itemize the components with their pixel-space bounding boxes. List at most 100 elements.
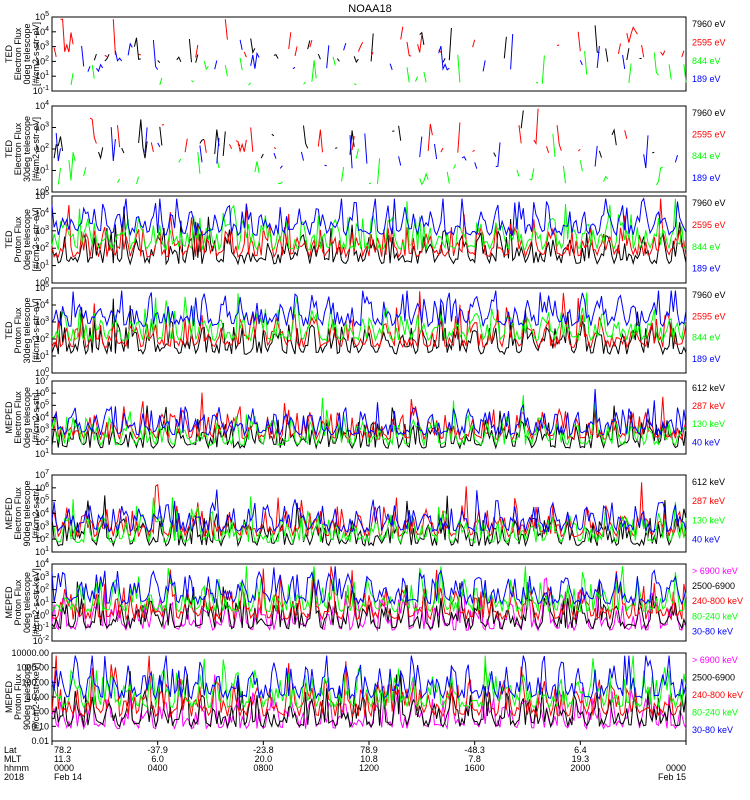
y-axis-label: MEPED <box>4 586 14 619</box>
y-tick-label: 102 <box>35 242 49 253</box>
y-tick-label: 105 <box>35 399 49 410</box>
y-axis-label: [#/cm2-s-str-keV] <box>31 663 41 732</box>
y-axis-label: 30deg telescope <box>22 116 32 182</box>
y-tick-label: 104 <box>35 26 49 37</box>
x-tick-label: 7.8 <box>468 754 481 764</box>
legend-entry: 130 keV <box>692 419 725 429</box>
x-tick-label: 1200 <box>359 763 379 773</box>
legend-entry: 844 eV <box>692 151 721 161</box>
y-axis-label: 0deg telescope <box>22 387 32 448</box>
y-tick-label: 102 <box>35 143 49 154</box>
legend-entry: 2500-6900 <box>692 672 735 682</box>
series-line <box>70 51 687 86</box>
series-line <box>51 198 687 252</box>
y-tick-label: 106 <box>35 387 49 398</box>
legend-entry: 240-800 keV <box>692 596 743 606</box>
y-tick-label: 107 <box>35 469 49 480</box>
x-row-label: Lat <box>4 745 17 755</box>
series-line <box>51 388 687 437</box>
y-axis-label: Proton Flux <box>13 579 23 626</box>
y-tick-label: 1.00 <box>31 707 49 717</box>
legend-entry: 844 eV <box>692 333 721 343</box>
y-axis-label: [#/cm2-s-str-eV] <box>31 117 41 181</box>
y-axis-label: MEPED <box>4 497 14 530</box>
x-tick-label: -37.9 <box>147 745 168 755</box>
y-tick-label: 101 <box>35 546 49 557</box>
y-axis-label: [#/cm2-s-str-keV] <box>31 568 41 637</box>
y-tick-label: 0.10 <box>31 721 49 731</box>
y-tick-label: 100 <box>35 367 49 378</box>
y-tick-label: 103 <box>35 316 49 327</box>
legend-entry: 130 keV <box>692 515 725 525</box>
y-axis-label: 0deg telescope <box>22 209 32 270</box>
y-tick-label: 103 <box>35 122 49 133</box>
series-line <box>51 291 687 350</box>
y-tick-label: 106 <box>35 482 49 493</box>
legend-entry: 80-240 keV <box>692 707 738 717</box>
legend-entry: 7960 eV <box>692 198 726 208</box>
plot-frame <box>51 105 687 193</box>
panel-8: 0.01 0.10 1.00 10.00 100.00 1000.00 10000.00 ME… <box>4 648 743 746</box>
y-tick-label: 1000.00 <box>16 663 49 673</box>
x-tick-label: 10.8 <box>360 754 378 764</box>
y-axis-label: MEPED <box>4 401 14 434</box>
legend-entry: 189 eV <box>692 173 721 183</box>
x-tick-label: 0800 <box>253 763 273 773</box>
legend-entry: 40 keV <box>692 535 720 545</box>
series-line <box>51 392 687 441</box>
x-row-label: 2018 <box>4 772 24 782</box>
y-axis-label: TED <box>4 321 14 340</box>
series-line <box>51 489 687 534</box>
legend-entry: 189 eV <box>692 264 721 274</box>
series-line <box>51 290 687 328</box>
y-tick-label: 105 <box>35 11 49 22</box>
legend-entry: 612 keV <box>692 477 725 487</box>
y-axis-label: [#/cm2-s-str] <box>31 392 41 442</box>
y-axis-label: [#/cm2-s-str-eV] <box>31 22 41 86</box>
x-tick-label: 6.0 <box>151 754 164 764</box>
legend-entry: 2500-6900 <box>692 581 735 591</box>
panel-2: 100 101 102 103 104 TED Electron Flux 30deg tel… <box>4 100 726 197</box>
x-tick-label: 20.0 <box>255 754 273 764</box>
y-axis-label: [#/cm2-s-str-eV] <box>31 298 41 362</box>
y-tick-label: 10.00 <box>26 692 49 702</box>
y-tick-label: 102 <box>35 333 49 344</box>
y-axis-label: 30deg telescope <box>22 297 32 363</box>
y-tick-label: 102 <box>35 55 49 66</box>
x-tick-label: 0400 <box>148 763 168 773</box>
y-axis-label: Electron Flux <box>13 487 23 540</box>
legend-entry: 612 keV <box>692 383 725 393</box>
y-axis-label: TED <box>4 230 14 249</box>
y-tick-label: 104 <box>35 412 49 423</box>
y-tick-label: 105 <box>35 190 49 201</box>
series-line <box>51 566 687 614</box>
y-axis-label: TED <box>4 44 14 63</box>
x-tick-label: 0000 <box>666 763 686 773</box>
x-tick-label: -23.8 <box>253 745 274 755</box>
y-axis-label: MEPED <box>4 681 14 714</box>
y-tick-label: 10-1 <box>33 85 49 96</box>
x-tick-label: Feb 14 <box>54 772 82 782</box>
series-line <box>51 655 687 710</box>
series-line <box>51 655 687 719</box>
legend-entry: 2595 eV <box>692 311 726 321</box>
y-tick-label: 101 <box>35 597 49 608</box>
x-tick-label: 1600 <box>465 763 485 773</box>
x-row-label: hhmm <box>4 763 29 773</box>
y-tick-label: 104 <box>35 508 49 519</box>
series-line <box>51 566 687 622</box>
series-line <box>55 127 678 169</box>
x-tick-label: 11.3 <box>54 754 71 764</box>
y-axis-label: 0deg telescope <box>22 23 32 84</box>
panel-1: 10-1 101 102 103 104 105 TED Electron Flux 0deg … <box>4 11 726 96</box>
legend-entry: 7960 eV <box>692 19 726 29</box>
y-tick-label: 102 <box>35 584 49 595</box>
legend-entry: 2595 eV <box>692 220 726 230</box>
y-tick-label: 102 <box>35 533 49 544</box>
y-tick-label: 104 <box>35 207 49 218</box>
legend-entry: 40 keV <box>692 437 720 447</box>
legend-entry: 2595 eV <box>692 130 726 140</box>
x-tick-label: 19.3 <box>572 754 590 764</box>
